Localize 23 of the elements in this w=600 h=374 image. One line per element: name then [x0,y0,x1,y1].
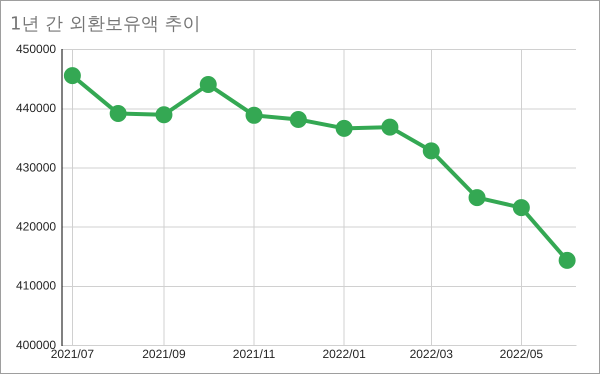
point [110,105,127,122]
y-tick-label: 440000 [16,101,56,116]
point [155,106,172,124]
x-tick-label: 2022/03 [410,347,454,362]
x-tick-label: 2021/11 [232,347,276,362]
point [468,189,486,206]
x-tick-label: 2021/09 [142,347,186,362]
chart-title: 1년 간 외환보유액 추이 [10,13,201,34]
point [290,110,307,128]
point [512,199,530,216]
point [558,252,576,269]
point [422,142,440,160]
y-tick-label: 450000 [16,42,56,56]
x-tick-label: 2022/05 [500,347,544,362]
point [381,118,398,136]
y-tick-label: 420000 [16,220,56,234]
point [246,106,263,124]
y-tick-label: 430000 [16,160,56,174]
point [64,67,81,84]
y-tick-label: 410000 [16,278,56,293]
point [200,76,217,94]
point [336,120,353,137]
x-tick-label: 2022/01 [322,347,366,362]
